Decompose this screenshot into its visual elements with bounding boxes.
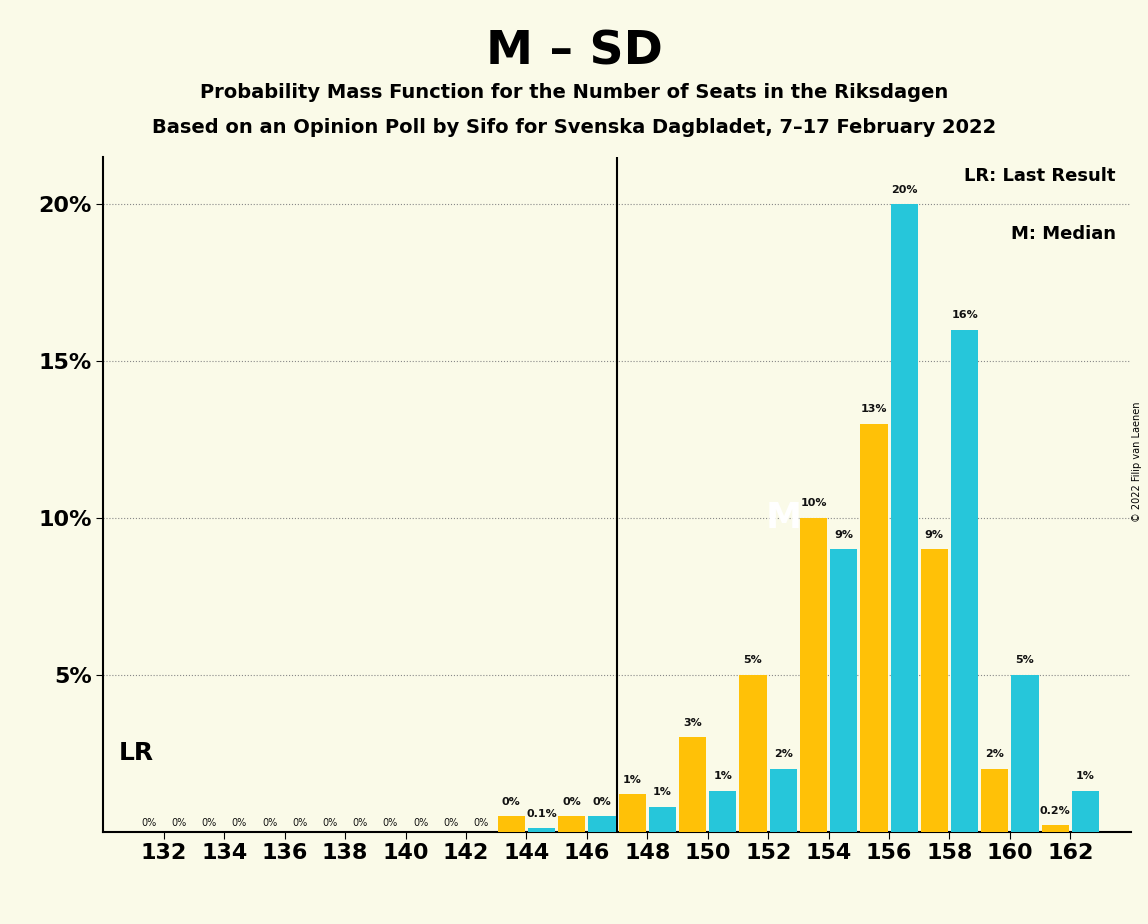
Text: 0%: 0% [592,796,612,807]
Text: M: M [766,501,801,535]
Text: 0%: 0% [292,819,308,829]
Text: 1%: 1% [622,774,642,784]
Text: 0.1%: 0.1% [526,809,557,819]
Text: 9%: 9% [835,529,853,540]
Text: M – SD: M – SD [486,30,662,75]
Bar [769,769,797,832]
Bar [921,549,948,832]
Bar [982,769,1008,832]
Text: 0%: 0% [232,819,247,829]
Text: 20%: 20% [891,185,917,195]
Text: 2%: 2% [985,749,1004,760]
Text: 1%: 1% [713,772,732,782]
Bar [1041,825,1069,832]
Bar [558,816,585,832]
Text: 0%: 0% [502,796,521,807]
Text: 0%: 0% [201,819,217,829]
Text: 10%: 10% [800,498,827,508]
Bar [709,791,736,832]
Text: Probability Mass Function for the Number of Seats in the Riksdagen: Probability Mass Function for the Number… [200,83,948,103]
Bar [800,517,827,832]
Text: 0%: 0% [171,819,186,829]
Text: Based on an Opinion Poll by Sifo for Svenska Dagbladet, 7–17 February 2022: Based on an Opinion Poll by Sifo for Sve… [152,118,996,138]
Text: 0.2%: 0.2% [1040,806,1071,816]
Text: 0%: 0% [443,819,458,829]
Text: 0%: 0% [141,819,156,829]
Bar [891,204,917,832]
Bar [619,794,646,832]
Text: 5%: 5% [1016,655,1034,665]
Text: © 2022 Filip van Laenen: © 2022 Filip van Laenen [1132,402,1141,522]
Bar [951,330,978,832]
Text: 0%: 0% [382,819,398,829]
Bar [1072,791,1099,832]
Bar [739,675,767,832]
Bar [649,807,676,832]
Bar [528,829,556,832]
Text: LR: Last Result: LR: Last Result [964,167,1116,185]
Text: 0%: 0% [473,819,489,829]
Text: 13%: 13% [861,405,887,414]
Text: 9%: 9% [925,529,944,540]
Text: 0%: 0% [563,796,581,807]
Text: 0%: 0% [352,819,367,829]
Text: 16%: 16% [952,310,978,321]
Text: 3%: 3% [683,718,701,728]
Text: M: Median: M: Median [1010,225,1116,242]
Text: LR: LR [118,741,154,765]
Bar [860,424,887,832]
Text: 2%: 2% [774,749,793,760]
Bar [830,549,858,832]
Bar [588,816,615,832]
Text: 5%: 5% [744,655,762,665]
Text: 0%: 0% [262,819,277,829]
Bar [1011,675,1039,832]
Bar [498,816,525,832]
Text: 0%: 0% [323,819,338,829]
Bar [678,737,706,832]
Text: 1%: 1% [1076,772,1095,782]
Text: 0%: 0% [413,819,428,829]
Text: 1%: 1% [653,787,672,797]
